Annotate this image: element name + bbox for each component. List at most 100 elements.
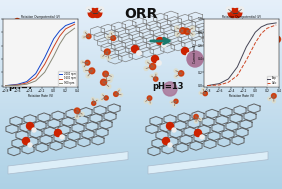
Circle shape xyxy=(168,143,172,147)
Circle shape xyxy=(26,54,30,58)
Circle shape xyxy=(151,56,158,63)
Text: pH=7: pH=7 xyxy=(8,82,34,91)
Circle shape xyxy=(114,92,118,96)
900 rpm xyxy=(64,34,67,36)
Line: Exp: Exp xyxy=(208,23,276,86)
Legend: Exp, Calc: Exp, Calc xyxy=(266,76,278,86)
Calc xyxy=(266,27,269,29)
1600 rpm xyxy=(73,23,76,25)
Circle shape xyxy=(187,51,203,67)
Circle shape xyxy=(6,72,12,77)
Circle shape xyxy=(19,70,25,76)
Circle shape xyxy=(86,74,90,78)
900 rpm xyxy=(4,84,8,87)
Circle shape xyxy=(251,64,254,68)
1600 rpm xyxy=(58,35,61,37)
Circle shape xyxy=(13,25,16,29)
Exp xyxy=(266,23,269,25)
Circle shape xyxy=(109,74,113,78)
Exp xyxy=(227,78,230,80)
Circle shape xyxy=(249,69,254,74)
Circle shape xyxy=(22,47,28,53)
900 rpm xyxy=(16,84,19,86)
Circle shape xyxy=(195,120,197,123)
Circle shape xyxy=(108,78,112,82)
Text: ORR: ORR xyxy=(124,7,158,21)
Exp xyxy=(218,82,221,85)
2000 rpm xyxy=(64,24,67,27)
Circle shape xyxy=(273,44,277,48)
Circle shape xyxy=(64,55,67,58)
Circle shape xyxy=(228,9,237,18)
Circle shape xyxy=(224,52,229,57)
Circle shape xyxy=(118,89,121,92)
Circle shape xyxy=(150,75,153,78)
Circle shape xyxy=(45,78,50,83)
Circle shape xyxy=(226,7,231,12)
Circle shape xyxy=(144,100,147,103)
X-axis label: Rotation Rate (V): Rotation Rate (V) xyxy=(28,94,53,98)
Circle shape xyxy=(92,101,96,105)
Calc xyxy=(254,42,257,44)
Circle shape xyxy=(162,43,166,47)
2000 rpm xyxy=(58,30,61,32)
Circle shape xyxy=(144,66,148,70)
Circle shape xyxy=(224,63,227,66)
Circle shape xyxy=(211,24,215,28)
Circle shape xyxy=(212,41,216,45)
Circle shape xyxy=(259,49,265,55)
Circle shape xyxy=(111,36,116,40)
Circle shape xyxy=(83,68,87,72)
Circle shape xyxy=(75,115,79,119)
Circle shape xyxy=(60,135,64,139)
Circle shape xyxy=(174,75,178,78)
Circle shape xyxy=(269,26,273,31)
Circle shape xyxy=(170,101,173,104)
900 rpm xyxy=(52,55,55,57)
Circle shape xyxy=(200,135,204,139)
Circle shape xyxy=(211,29,217,34)
Circle shape xyxy=(120,93,123,96)
X-axis label: Rotation Rate (V): Rotation Rate (V) xyxy=(229,94,254,98)
Circle shape xyxy=(226,32,229,35)
Circle shape xyxy=(23,138,30,145)
Circle shape xyxy=(207,28,210,31)
Circle shape xyxy=(146,60,149,64)
Circle shape xyxy=(19,68,25,73)
1600 rpm xyxy=(34,77,38,79)
Calc xyxy=(259,33,263,35)
Circle shape xyxy=(42,76,45,79)
Title: Rotation Overpotential (V): Rotation Overpotential (V) xyxy=(222,15,261,19)
Circle shape xyxy=(68,58,70,61)
Circle shape xyxy=(258,76,261,79)
Circle shape xyxy=(157,37,164,44)
Calc xyxy=(227,81,230,83)
1600 rpm xyxy=(64,28,67,30)
Exp xyxy=(236,66,239,68)
2000 rpm xyxy=(43,57,46,59)
Circle shape xyxy=(74,108,80,113)
Circle shape xyxy=(228,64,232,69)
Circle shape xyxy=(232,37,236,41)
Circle shape xyxy=(199,91,202,94)
Circle shape xyxy=(162,138,169,145)
2000 rpm xyxy=(73,21,76,23)
Circle shape xyxy=(191,26,195,30)
2000 rpm xyxy=(25,81,28,83)
Calc xyxy=(218,84,221,86)
Circle shape xyxy=(231,32,234,35)
Circle shape xyxy=(179,71,184,76)
Circle shape xyxy=(99,7,104,12)
Line: 900 rpm: 900 rpm xyxy=(6,28,74,86)
Circle shape xyxy=(83,65,86,68)
Circle shape xyxy=(28,143,32,147)
Circle shape xyxy=(180,28,186,34)
900 rpm xyxy=(73,27,76,29)
Circle shape xyxy=(187,53,191,57)
Text: pH=13: pH=13 xyxy=(152,82,184,91)
Circle shape xyxy=(100,79,107,85)
Circle shape xyxy=(233,9,242,18)
Circle shape xyxy=(137,51,141,55)
Circle shape xyxy=(27,122,34,129)
Circle shape xyxy=(37,55,41,59)
